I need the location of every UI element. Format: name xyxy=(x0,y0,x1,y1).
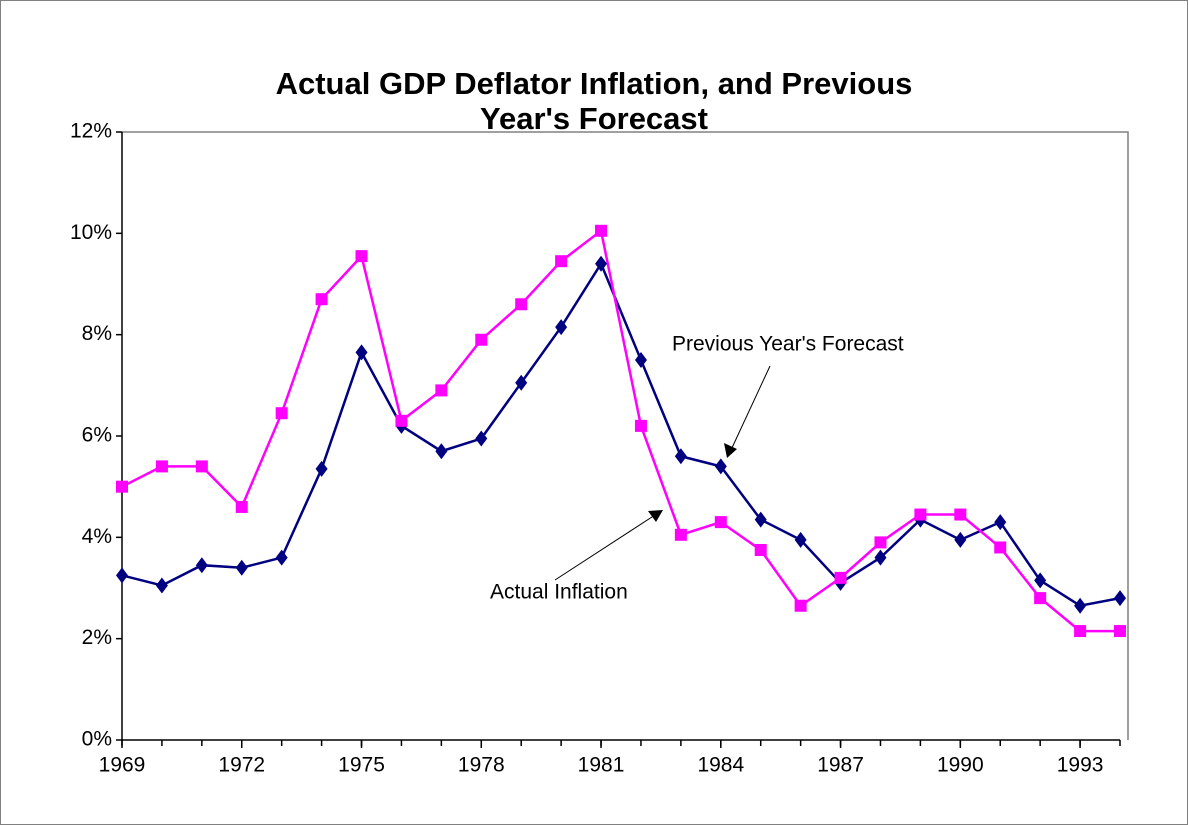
point xyxy=(555,319,568,336)
annotation: Previous Year's Forecast xyxy=(672,333,904,356)
point xyxy=(794,599,807,612)
point xyxy=(275,549,288,566)
point xyxy=(515,374,528,391)
point xyxy=(754,544,767,556)
point xyxy=(994,541,1007,554)
point xyxy=(1074,597,1087,614)
x-tick-label: 1972 xyxy=(218,754,265,777)
series-line xyxy=(121,228,1120,633)
x-tick-label: 1993 xyxy=(1057,754,1104,777)
y-tick-label: 10% xyxy=(70,221,112,244)
point xyxy=(315,460,328,477)
annotation: Actual Inflation xyxy=(490,581,628,604)
point xyxy=(475,430,488,447)
plot-border xyxy=(122,131,1129,740)
chart-title: Year's Forecast xyxy=(480,101,708,136)
point xyxy=(874,549,887,566)
point xyxy=(1114,590,1126,607)
chart-title: Actual GDP Deflator Inflation, and Previ… xyxy=(276,66,913,101)
point xyxy=(515,298,528,311)
point xyxy=(155,577,168,594)
point xyxy=(634,419,647,432)
point xyxy=(714,458,727,475)
x-tick-label: 1969 xyxy=(99,754,146,777)
point xyxy=(116,480,128,493)
y-tick-label: 4% xyxy=(82,525,112,548)
point xyxy=(195,460,208,473)
annotation-arrow xyxy=(554,514,656,581)
point xyxy=(595,224,608,237)
point xyxy=(754,511,767,528)
x-tick-label: 1987 xyxy=(817,754,864,777)
point xyxy=(634,352,647,368)
annotation-arrowhead xyxy=(724,443,737,458)
x-tick-label: 1981 xyxy=(578,754,625,777)
point xyxy=(1074,625,1087,638)
point xyxy=(674,448,687,465)
point xyxy=(235,559,248,576)
annotation-arrow xyxy=(730,365,771,451)
point xyxy=(914,508,927,521)
annotation-arrowhead xyxy=(648,510,663,522)
point xyxy=(155,460,168,473)
point xyxy=(874,536,887,549)
point xyxy=(395,414,408,427)
point xyxy=(674,528,687,541)
point xyxy=(315,293,328,306)
point xyxy=(794,531,807,548)
y-tick-label: 6% xyxy=(82,424,112,447)
point xyxy=(435,443,448,460)
point xyxy=(834,571,847,584)
y-tick-label: 12% xyxy=(70,120,112,143)
x-tick-label: 1975 xyxy=(338,754,385,777)
point xyxy=(954,531,967,548)
point xyxy=(235,500,248,513)
point xyxy=(475,333,488,346)
point xyxy=(1114,625,1126,638)
series-line xyxy=(121,261,1121,608)
point xyxy=(555,255,568,268)
point xyxy=(714,516,727,529)
point xyxy=(435,384,448,397)
point xyxy=(275,407,288,420)
point xyxy=(355,250,368,263)
y-tick-label: 0% xyxy=(82,728,112,751)
point xyxy=(355,344,368,361)
point xyxy=(954,508,967,521)
point xyxy=(1034,592,1047,605)
y-tick-label: 8% xyxy=(82,322,112,345)
point xyxy=(595,255,608,272)
point xyxy=(994,514,1007,531)
point xyxy=(1034,572,1047,589)
x-tick-label: 1990 xyxy=(937,754,984,777)
x-tick-label: 1984 xyxy=(697,754,744,777)
x-tick-label: 1978 xyxy=(458,754,505,777)
y-tick-label: 2% xyxy=(82,626,112,649)
point xyxy=(116,567,128,584)
point xyxy=(195,557,208,574)
